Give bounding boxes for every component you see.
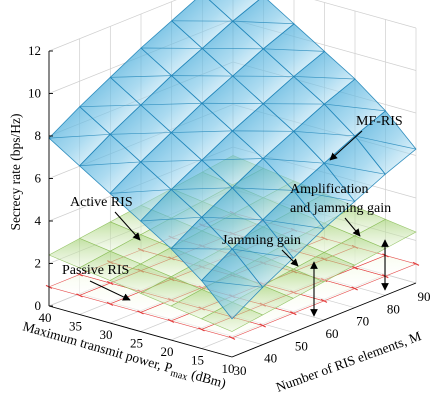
y-tick-label: 30 <box>234 363 247 378</box>
passive-marker <box>290 311 297 316</box>
x-tick-label: 25 <box>130 336 143 351</box>
axes <box>48 50 417 358</box>
y-tick-label: 80 <box>387 301 400 316</box>
z-tick-label: 6 <box>35 171 42 186</box>
y-tick-label: 50 <box>295 338 308 353</box>
z-axis-label: Secrecy rate (bps/Hz) <box>8 114 23 231</box>
annotation-amplification-line1: Amplification <box>290 182 369 197</box>
surface-diagonal <box>293 190 355 202</box>
surface-diagonal <box>140 102 203 106</box>
surface-diagonal <box>201 158 264 161</box>
annotation-jamming-gain: Jamming gain <box>222 233 301 248</box>
surface-diagonal <box>201 280 263 288</box>
annotation-passive-ris: Passive RIS <box>62 263 129 278</box>
surface-diagonal <box>79 161 141 167</box>
z-tick-label: 8 <box>35 128 42 143</box>
surface-diagonal <box>110 132 172 135</box>
passive-marker <box>351 286 358 291</box>
passive-marker <box>198 327 205 332</box>
surface-diagonal <box>171 187 233 190</box>
surface-diagonal <box>354 135 417 150</box>
annotation-mf-ris: MF-RIS <box>356 114 403 129</box>
surface-mf-ris <box>48 0 417 320</box>
passive-marker <box>106 280 114 286</box>
y-axis-line <box>231 282 417 358</box>
surface-diagonal <box>232 20 295 25</box>
surface-diagonal <box>293 130 355 137</box>
passive-marker <box>106 301 114 306</box>
arrow-passive-ris <box>89 280 131 301</box>
y-tick-label: 90 <box>418 289 431 304</box>
passive-marker <box>320 298 328 303</box>
surface-diagonal <box>262 219 325 229</box>
surfaces <box>45 0 420 340</box>
surface-diagonal <box>109 189 172 194</box>
arrow-mf-ris <box>329 130 363 161</box>
surface-diagonal <box>48 133 111 139</box>
x-tick-label: 35 <box>69 319 82 334</box>
x-axis-line <box>48 305 233 358</box>
x-tick-label: 30 <box>100 327 113 342</box>
arrow-active-ris <box>114 211 141 241</box>
z-tick-label: 4 <box>35 213 42 228</box>
z-tick-label: 12 <box>28 43 41 58</box>
surface-diagonal <box>140 159 202 163</box>
x-axis-label-subscript: max <box>169 368 189 383</box>
annotation-active-ris: Active RIS <box>70 195 133 210</box>
surface-diagonal <box>232 187 294 191</box>
surface-diagonal <box>324 162 386 175</box>
passive-marker <box>259 323 266 328</box>
surface-diagonal <box>262 158 325 164</box>
surface-diagonal <box>79 104 141 108</box>
surface-cell <box>208 0 260 22</box>
passive-marker <box>76 272 83 277</box>
annotations: MF-RIS Active RIS Passive RIS Amplificat… <box>62 114 403 317</box>
arrow-amplification <box>344 217 361 237</box>
passive-marker <box>167 318 175 323</box>
surface-diagonal <box>324 103 386 112</box>
x-tick-label: 40 <box>39 310 52 325</box>
passive-marker <box>137 310 144 315</box>
surface-diagonal <box>201 216 263 221</box>
z-tick-label: 2 <box>35 256 42 271</box>
passive-marker <box>351 265 359 270</box>
x-tick-label: 20 <box>161 344 174 359</box>
y-tick-label: 70 <box>356 314 369 329</box>
z-tick-label: 10 <box>28 86 41 101</box>
surface-diagonal <box>293 76 356 80</box>
passive-marker <box>228 335 236 340</box>
x-tick-label: 15 <box>191 353 204 368</box>
surface-diagonal <box>140 216 202 222</box>
surface-diagonal <box>171 130 233 133</box>
passive-marker <box>412 261 420 266</box>
x-tick-label: 10 <box>222 361 235 376</box>
surface-diagonal <box>232 248 294 259</box>
z-tick-label: 0 <box>35 298 42 313</box>
passive-marker <box>76 293 83 298</box>
surface-diagonal <box>263 48 325 52</box>
y-tick-label: 40 <box>264 351 277 366</box>
surface-diagonal <box>110 75 172 78</box>
annotation-amplification-line2: and jamming gain <box>290 201 391 216</box>
y-tick-label: 60 <box>326 326 339 341</box>
arrow-jamming-gain <box>281 249 299 267</box>
